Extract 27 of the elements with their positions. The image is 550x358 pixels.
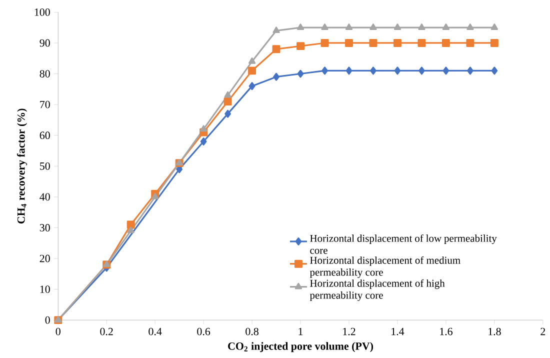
y-tick-label: 60 <box>40 132 50 140</box>
x-tick-label: 0.8 <box>246 328 258 336</box>
x-tick-label: 0.6 <box>197 328 210 336</box>
y-tick-label: 20 <box>40 254 50 262</box>
x-tick-label: 1.8 <box>488 328 501 336</box>
legend-label: Horizontal displacement of low permeability core <box>310 234 497 254</box>
x-tick-label: 1 <box>298 328 303 336</box>
x-axis-title: CO$_{2}$ injected pore volume (PV) <box>228 342 374 352</box>
y-tick-label: 0 <box>45 316 50 324</box>
x-tick-label: 0.4 <box>148 328 162 336</box>
y-tick-label: 90 <box>40 39 50 47</box>
y-tick-label: 80 <box>40 70 50 78</box>
y-tick-label: 40 <box>40 193 50 201</box>
x-tick-label: 0 <box>56 328 60 336</box>
y-axis-title: CH$_{4}$ recovery factor (%) <box>16 108 28 224</box>
x-tick-label: 0.2 <box>100 328 113 336</box>
y-tick-label: 100 <box>34 8 50 16</box>
y-tick-label: 50 <box>40 162 50 170</box>
y-tick-label: 70 <box>40 100 50 108</box>
x-tick-label: 2 <box>540 328 546 336</box>
y-tick-label: 10 <box>40 286 50 293</box>
legend-label: Horizontal displacement of high permeability core <box>310 279 445 301</box>
x-tick-label: 1.4 <box>392 328 404 336</box>
y-tick-label: 30 <box>40 224 50 232</box>
x-tick-label: 1.6 <box>440 328 452 336</box>
legend-label: Horizontal displacement of medium permeability core <box>310 256 460 278</box>
x-tick-label: 1.2 <box>343 328 356 336</box>
